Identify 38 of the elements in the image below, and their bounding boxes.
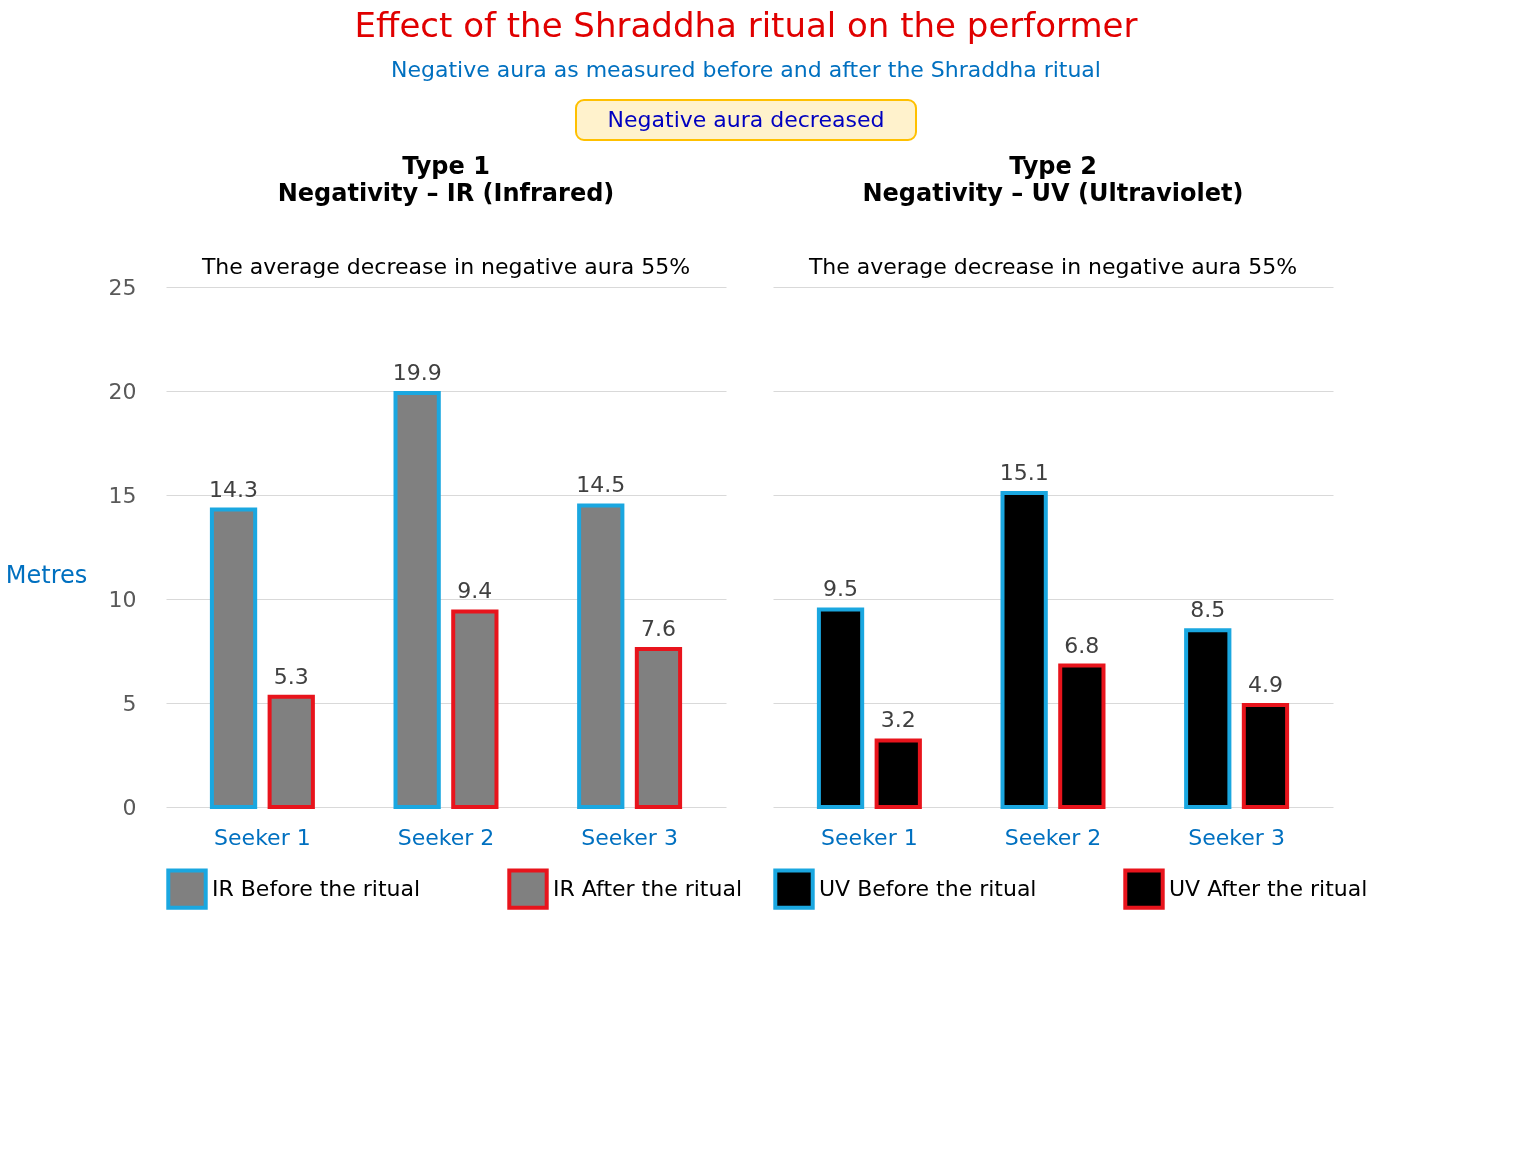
chart-title: Type 2 <box>1009 152 1097 180</box>
x-tick-label: Seeker 1 <box>821 824 918 850</box>
x-tick-label: Seeker 3 <box>581 824 678 850</box>
x-tick-label: Seeker 1 <box>214 824 311 850</box>
x-tick-label: Seeker 2 <box>1004 824 1102 850</box>
data-label: 19.9 <box>392 360 442 386</box>
text: Negative aura as measured before and after the Shraddha ritual <box>391 57 1101 82</box>
text: Negative aura decreased <box>607 107 885 132</box>
data-label: 15.1 <box>999 459 1049 485</box>
data-label: 6.8 <box>1064 632 1100 658</box>
text: The average decrease in negative aura 55% <box>200 254 691 279</box>
data-label: 14.5 <box>576 472 626 498</box>
chart-subtitle: Negativity – IR (Infrared) <box>277 179 615 207</box>
data-label: 9.5 <box>823 576 859 602</box>
chart-subtitle: Negativity – UV (Ultraviolet) <box>862 179 1244 207</box>
y-tick-label: 25 <box>108 274 137 300</box>
y-tick-label: 10 <box>108 586 137 612</box>
chart-title: Type 1 <box>402 152 490 180</box>
x-tick-label: Seeker 2 <box>397 824 495 850</box>
legend-label: UV After the ritual <box>1169 876 1368 902</box>
legend-label: IR After the ritual <box>553 876 743 902</box>
data-label: 8.5 <box>1190 597 1226 623</box>
text: The average decrease in negative aura 55% <box>807 254 1298 279</box>
x-tick-label: Seeker 3 <box>1188 824 1285 850</box>
data-label: 14.3 <box>209 476 259 502</box>
y-tick-label: 0 <box>122 794 137 820</box>
data-label: 5.3 <box>273 663 309 689</box>
data-label: 4.9 <box>1247 672 1283 698</box>
legend-label: IR Before the ritual <box>212 876 421 902</box>
y-tick-label: 5 <box>122 690 137 716</box>
data-label: 3.2 <box>880 707 916 733</box>
y-axis-title: Metres <box>5 560 88 589</box>
data-label: 9.4 <box>457 578 493 604</box>
y-tick-label: 20 <box>108 378 137 404</box>
y-tick-label: 15 <box>108 482 137 508</box>
data-label: 7.6 <box>640 615 676 641</box>
legend-label: UV Before the ritual <box>819 876 1037 902</box>
text: Effect of the Shraddha ritual on the performer <box>354 5 1138 45</box>
